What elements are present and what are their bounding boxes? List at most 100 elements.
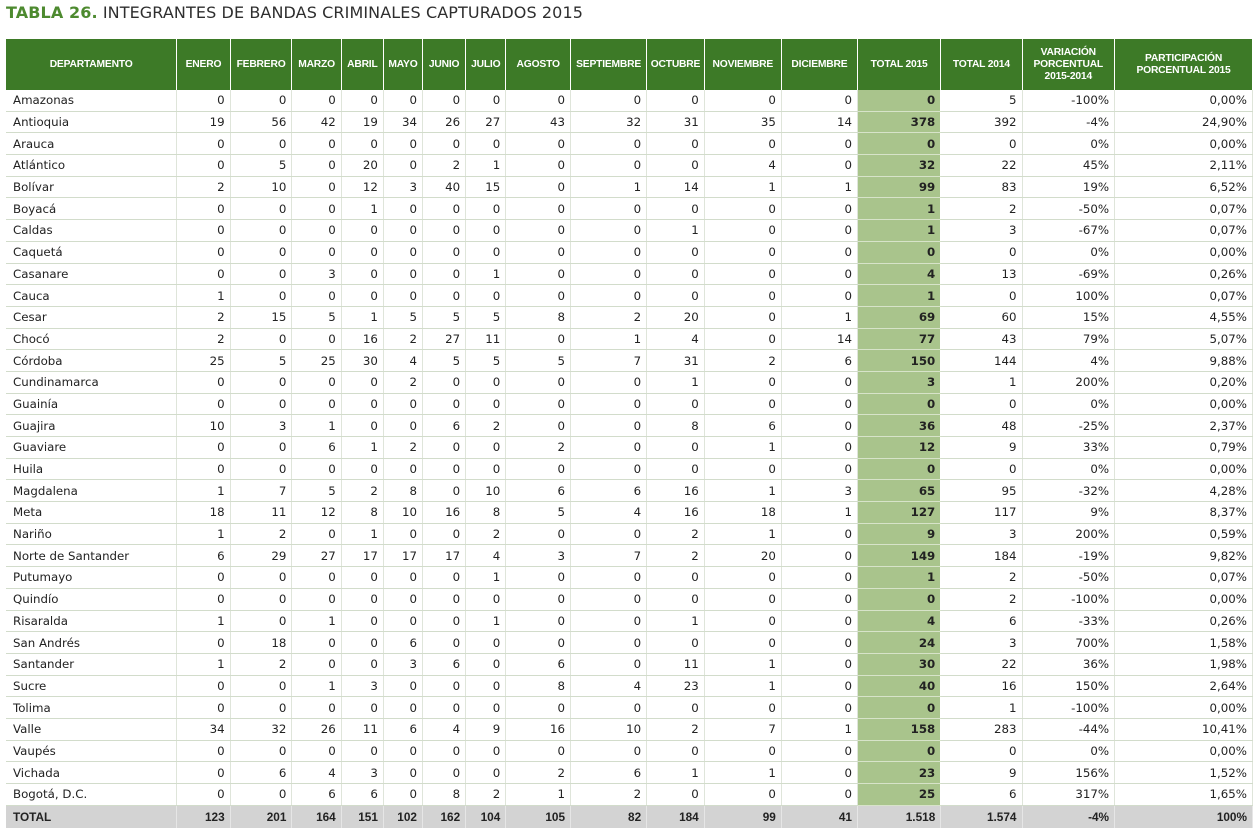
table-cell: 4: [570, 675, 648, 698]
table-cell: 31: [646, 111, 705, 134]
table-cell: 0: [230, 132, 293, 156]
total-2015-cell: 24: [857, 631, 942, 654]
table-cell: 0: [422, 675, 467, 698]
table-cell: 18: [230, 631, 293, 654]
table-cell: 0: [230, 371, 293, 394]
table-cell: 6: [291, 436, 342, 459]
table-cell: 0: [505, 393, 572, 416]
table-cell: 4,28%: [1114, 479, 1253, 503]
table-cell: 5,07%: [1114, 328, 1253, 351]
total-2015-cell: 1.518: [857, 805, 942, 828]
department-cell: Caquetá: [6, 241, 178, 264]
table-cell: 0: [422, 371, 467, 394]
table-row: Santander 1 2 0 0 3 6 0 6 0 11 1 0 30 22 36% 1,98%: [6, 653, 1253, 676]
table-cell: 0,26%: [1114, 610, 1253, 633]
table-cell: 0: [940, 241, 1023, 264]
table-cell: 104: [465, 805, 507, 828]
department-cell: Quindío: [6, 588, 178, 611]
table-cell: 0: [341, 241, 384, 264]
total-2015-cell: 65: [857, 479, 942, 503]
column-header: SEPTIEMBRE: [570, 39, 648, 90]
total-2015-cell: 378: [857, 111, 942, 134]
department-cell: Chocó: [6, 328, 178, 351]
department-cell: Guajira: [6, 414, 178, 437]
table-cell: 1.574: [940, 805, 1023, 828]
table-cell: 2: [422, 154, 467, 177]
table-cell: 1: [704, 761, 782, 784]
table-cell: 0,00%: [1114, 696, 1253, 719]
department-cell: Risaralda: [6, 610, 178, 633]
department-cell: Córdoba: [6, 349, 178, 372]
table-cell: 6: [422, 653, 467, 676]
table-cell: 0: [341, 631, 384, 654]
table-cell: 5: [422, 306, 467, 329]
table-cell: 0: [291, 566, 342, 589]
table-cell: 0: [505, 197, 572, 221]
table-cell: 2: [383, 328, 423, 351]
table-cell: 0: [570, 523, 648, 546]
table-row: Casanare 0 0 3 0 0 0 1 0 0 0 0 0 4 13 -69% 0,26%: [6, 263, 1253, 286]
table-cell: 1: [291, 610, 342, 633]
table-cell: 0: [646, 588, 705, 611]
table-cell: 0: [383, 154, 423, 177]
table-cell: 1: [291, 414, 342, 437]
table-cell: 0: [646, 132, 705, 156]
table-cell: 0: [704, 740, 782, 763]
table-cell: 14: [781, 111, 858, 134]
table-cell: 0: [383, 783, 423, 806]
table-cell: 2: [940, 588, 1023, 611]
table-cell: 82: [570, 805, 648, 828]
table-cell: 0: [781, 610, 858, 633]
table-cell: 10: [176, 414, 231, 437]
table-cell: 0: [465, 588, 507, 611]
table-cell: 1,65%: [1114, 783, 1253, 806]
table-row: Arauca 0 0 0 0 0 0 0 0 0 0 0 0 0 0 0% 0,00%: [6, 132, 1253, 156]
column-header: JULIO: [465, 39, 507, 90]
department-cell: Meta: [6, 501, 178, 524]
table-cell: 0: [704, 458, 782, 481]
table-cell: 0: [465, 675, 507, 698]
table-cell: 0: [505, 610, 572, 633]
table-cell: 0: [505, 414, 572, 437]
table-cell: 0: [422, 740, 467, 763]
table-cell: 0: [291, 696, 342, 719]
table-cell: 0: [781, 219, 858, 242]
table-cell: 0: [291, 241, 342, 264]
table-cell: 2: [704, 349, 782, 372]
table-cell: 0,59%: [1114, 523, 1253, 546]
table-cell: 0: [341, 610, 384, 633]
table-cell: 79%: [1022, 328, 1116, 351]
table-cell: 27: [422, 328, 467, 351]
table-cell: 0,00%: [1114, 588, 1253, 611]
total-2015-cell: 1: [857, 219, 942, 242]
table-cell: 9: [940, 436, 1023, 459]
table-cell: 184: [940, 544, 1023, 568]
table-cell: 117: [940, 501, 1023, 524]
table-cell: 13: [940, 263, 1023, 286]
table-cell: -100%: [1022, 90, 1116, 112]
table-cell: 0: [383, 90, 423, 112]
table-cell: 3: [291, 263, 342, 286]
table-cell: 0: [422, 631, 467, 654]
table-cell: 0: [176, 132, 231, 156]
total-2015-cell: 3: [857, 371, 942, 394]
table-cell: 0: [341, 219, 384, 242]
column-header: ABRIL: [341, 39, 384, 90]
table-cell: 0: [781, 653, 858, 676]
table-cell: 0: [570, 653, 648, 676]
table-cell: 4: [646, 328, 705, 351]
table-cell: 10: [570, 718, 648, 741]
table-cell: 16: [341, 328, 384, 351]
table-cell: 5: [422, 349, 467, 372]
table-cell: 83: [940, 176, 1023, 199]
table-cell: 1: [341, 436, 384, 459]
table-cell: 11: [230, 501, 293, 524]
table-cell: 3: [383, 176, 423, 199]
total-2015-cell: 12: [857, 436, 942, 459]
total-2015-cell: 150: [857, 349, 942, 372]
table-cell: 19: [341, 111, 384, 134]
table-cell: 0: [230, 219, 293, 242]
table-cell: 0: [341, 393, 384, 416]
table-cell: 0: [505, 90, 572, 112]
table-cell: 15: [465, 176, 507, 199]
